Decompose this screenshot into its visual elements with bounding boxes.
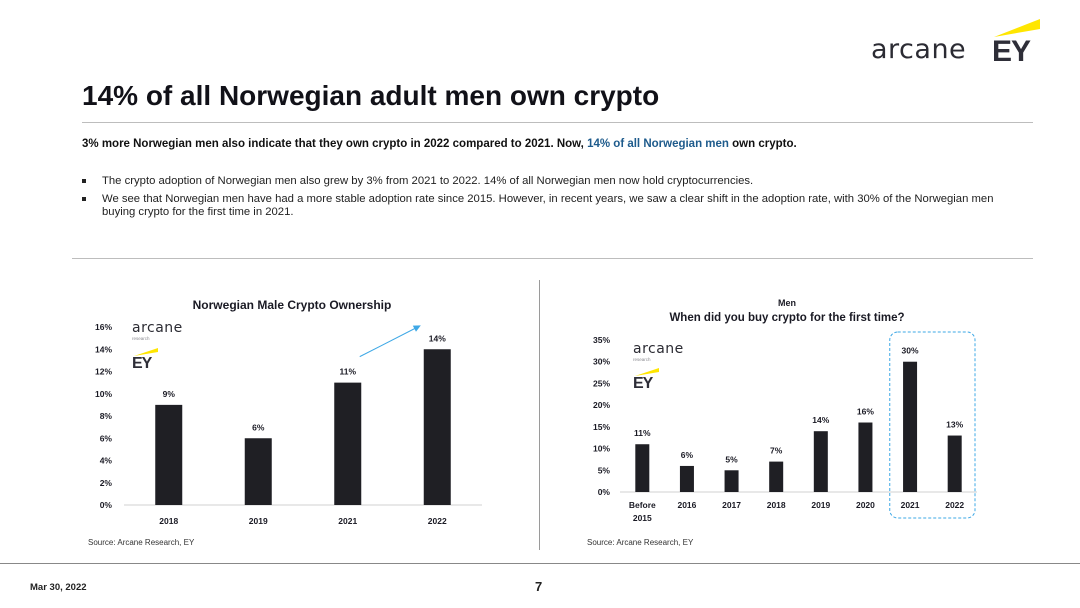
chart2-arcane-logo: arcane research [633,341,684,363]
data-label: 5% [725,454,738,464]
bar [423,349,451,505]
y-tick-label: 8% [100,411,113,421]
x-tick-label: Before [629,500,656,510]
ey-logo-text: EY [992,35,1031,68]
ey-beam-icon [994,19,1040,37]
y-tick-label: 25% [593,378,610,388]
x-tick-label: 2022 [945,500,964,510]
y-tick-label: 0% [100,500,113,510]
y-tick-label: 16% [95,322,112,332]
chart1-ey-logo: EY [132,346,162,374]
data-label: 14% [812,415,829,425]
chart2-title: When did you buy crypto for the first ti… [669,312,905,324]
chart1-source: Source: Arcane Research, EY [88,538,195,547]
x-tick-label: 2018 [767,500,786,510]
bar [155,404,183,505]
lead-part-2: own crypto. [728,138,797,150]
bar [813,431,828,492]
y-tick-label: 10% [593,444,610,454]
x-tick-label: 2015 [633,513,652,523]
y-tick-label: 14% [95,344,112,354]
x-tick-label: 2020 [856,500,875,510]
chart1-ey-logo-text: EY [132,355,152,372]
data-label: 30% [902,346,919,356]
y-tick-label: 0% [598,487,611,497]
bar [679,465,694,492]
bar [858,422,873,492]
chart1-title: Norwegian Male Crypto Ownership [192,298,392,312]
bullet-item: We see that Norwegian men have had a mor… [82,193,1002,219]
highlight-box [889,331,976,519]
chart1-plot: 0% 2% 4% 6% 8% 10% 12% 14% 16% 9% 2018 6% 2019 11% 202… [95,322,482,526]
x-tick-label: 2019 [249,516,268,526]
footer-date: Mar 30, 2022 [30,582,87,593]
y-tick-label: 15% [593,422,610,432]
y-tick-label: 12% [95,367,112,377]
chart2-arcane-logo-text: arcane [633,341,684,357]
y-tick-label: 30% [593,357,610,367]
x-tick-label: 2021 [901,500,920,510]
lead-text: 3% more Norwegian men also indicate that… [82,138,797,150]
lead-part-1: 3% more Norwegian men also indicate that… [82,138,588,150]
chart1-arcane-research-text: research [132,336,150,341]
trend-arrowhead-icon [412,325,421,332]
page-number: 7 [535,579,543,594]
bar [724,470,739,492]
title-divider [82,122,1033,123]
bullet-list: The crypto adoption of Norwegian men als… [82,175,1002,224]
bar [635,444,650,492]
chart2-arcane-research-text: research [633,357,651,362]
data-label: 6% [681,450,694,460]
chart2-source: Source: Arcane Research, EY [587,538,694,547]
footer-divider [0,563,1080,564]
chart2-ey-beam-icon [635,368,659,376]
data-label: 11% [339,367,356,377]
x-tick-label: 2021 [338,516,357,526]
y-tick-label: 5% [598,465,611,475]
lead-highlight: 14% of all Norwegian men [587,138,729,150]
bar [769,461,784,492]
y-tick-label: 4% [100,456,113,466]
bar [903,361,918,492]
data-label: 16% [857,407,874,417]
arcane-logo-text: arcane [871,34,967,65]
page-title: 14% of all Norwegian adult men own crypt… [82,80,660,111]
data-label: 14% [429,333,446,343]
data-label: 7% [770,446,783,456]
x-tick-label: 2016 [677,500,696,510]
x-tick-label: 2017 [722,500,741,510]
y-tick-label: 20% [593,400,610,410]
arcane-logo: arcane [871,34,966,65]
chart1-arcane-logo-text: arcane [132,320,183,336]
data-label: 11% [634,428,651,438]
chart1-arcane-logo: arcane research [132,320,183,342]
chart-separator [539,280,540,550]
chart2-plot: 0% 5% 10% 15% 20% 25% 30% 35% 11% Before 2015 6% 201… [593,331,977,523]
ey-logo: EY [990,17,1042,69]
content-divider [72,258,1033,259]
bullet-item: The crypto adoption of Norwegian men als… [82,175,1002,188]
y-tick-label: 6% [100,433,113,443]
data-label: 9% [163,389,176,399]
bar [334,382,362,505]
y-tick-label: 2% [100,478,113,488]
x-tick-label: 2019 [811,500,830,510]
data-label: 13% [946,420,963,430]
chart2-ey-logo-text: EY [633,375,653,392]
trend-arrow-line [359,326,418,358]
chart2-subtitle: Men [778,298,796,308]
x-tick-label: 2022 [428,516,447,526]
chart1-ey-beam-icon [134,348,158,356]
y-tick-label: 10% [95,389,112,399]
bar [947,435,962,492]
x-tick-label: 2018 [159,516,178,526]
y-tick-label: 35% [593,335,610,345]
chart2-ey-logo: EY [633,366,663,394]
data-label: 6% [252,422,265,432]
bar [244,438,272,505]
